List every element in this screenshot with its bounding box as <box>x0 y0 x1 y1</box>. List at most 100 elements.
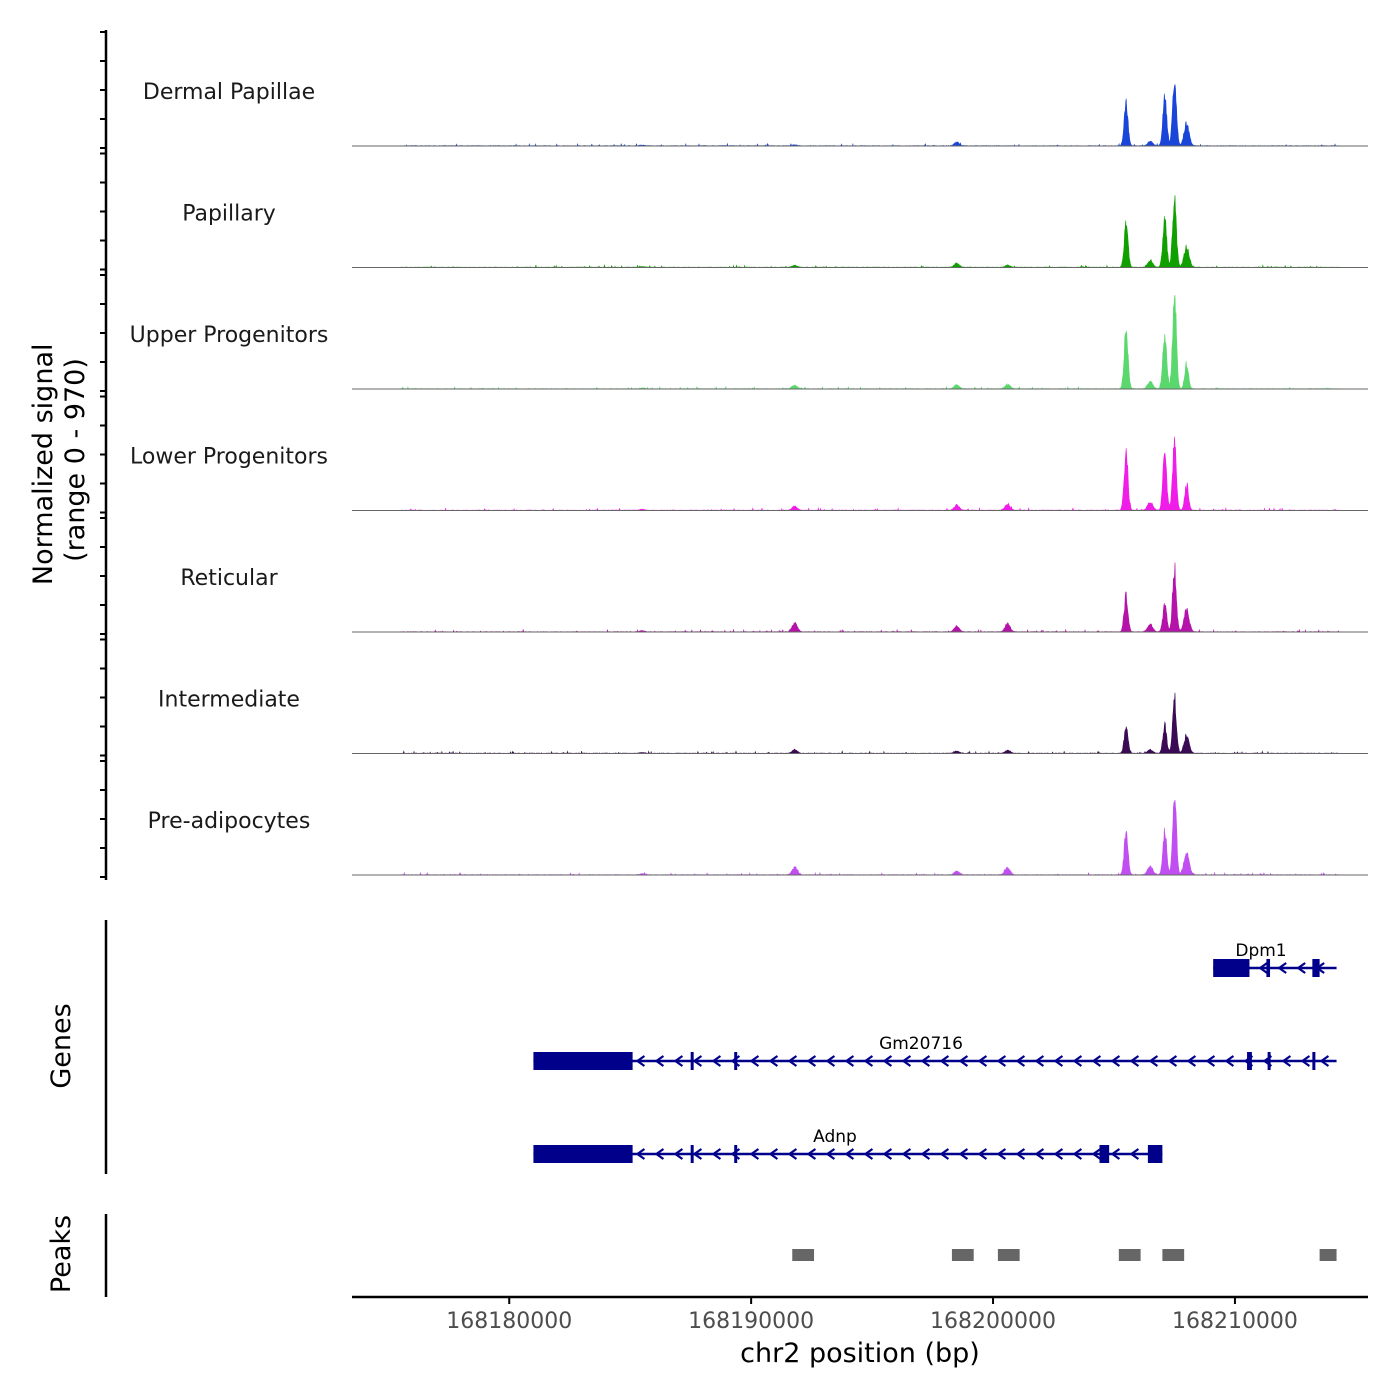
track-dermal-papillae: Dermal Papillae <box>100 31 1368 149</box>
y-axis-title-line1: Normalized signal <box>28 344 59 586</box>
strand-arrow <box>1072 1055 1083 1067</box>
strand-arrow <box>901 1148 912 1160</box>
strand-arrow <box>1015 1055 1026 1067</box>
track-lower-progenitors: Lower Progenitors <box>100 395 1368 514</box>
peak-region <box>1162 1249 1185 1261</box>
strand-arrow <box>1258 962 1268 974</box>
strand-arrow <box>863 1055 874 1067</box>
strand-arrow <box>825 1055 836 1067</box>
strand-arrow <box>787 1055 798 1067</box>
strand-arrow <box>1015 1148 1026 1160</box>
exon-block <box>690 1145 694 1163</box>
strand-arrow <box>1300 1055 1311 1067</box>
gene-adnp: Adnp <box>533 1127 1163 1163</box>
genes-panel: Dpm1 Gm20716 Adnp <box>104 920 1337 1174</box>
gene-gm20716: Gm20716 <box>533 1034 1337 1070</box>
y-axis-title: Normalized signal (range 0 - 970) <box>28 335 91 585</box>
strand-arrow <box>749 1055 760 1067</box>
exon-block <box>690 1052 694 1070</box>
strand-arrow <box>1129 1148 1140 1160</box>
strand-arrow <box>882 1148 893 1160</box>
peak-region <box>792 1249 815 1261</box>
signal-area <box>400 295 1340 390</box>
strand-arrow <box>1205 1055 1216 1067</box>
strand-arrow <box>863 1148 874 1160</box>
x-tick-label: 168210000 <box>1172 1309 1298 1334</box>
y-axis-title-line2: (range 0 - 970) <box>60 358 91 562</box>
strand-arrow <box>1091 1148 1102 1160</box>
gene-label: Gm20716 <box>879 1034 963 1054</box>
strand-arrow <box>977 1148 988 1160</box>
strand-arrow <box>692 1148 703 1160</box>
strand-arrow <box>939 1148 950 1160</box>
strand-arrow <box>996 1055 1007 1067</box>
track-papillary: Papillary <box>100 152 1368 271</box>
exon-block <box>1213 959 1250 977</box>
exon-block <box>1312 1052 1316 1070</box>
strand-arrow <box>654 1148 665 1160</box>
exon-block <box>734 1052 738 1070</box>
x-tick-label: 168200000 <box>930 1309 1056 1334</box>
strand-arrow <box>711 1055 722 1067</box>
track-label: Intermediate <box>158 688 300 713</box>
signal-area <box>399 84 1340 147</box>
exon-block <box>1099 1145 1110 1163</box>
signal-area <box>400 195 1340 269</box>
peak-region <box>997 1249 1020 1261</box>
strand-arrow <box>768 1055 779 1067</box>
strand-arrow <box>920 1055 931 1067</box>
gene-label: Adnp <box>813 1127 857 1147</box>
signal-area <box>399 436 1340 512</box>
coverage-tracks: Dermal Papillae Papillary Upper Progenitor… <box>100 30 1368 880</box>
strand-arrow <box>939 1055 950 1067</box>
exon-block <box>533 1052 633 1070</box>
strand-arrow <box>654 1055 665 1067</box>
strand-arrow <box>1034 1055 1045 1067</box>
x-axis: 168180000 168190000 168200000 168210000 <box>352 1295 1368 1334</box>
genes-panel-title: Genes <box>46 1003 77 1088</box>
strand-arrow <box>1053 1055 1064 1067</box>
x-tick-label: 168190000 <box>688 1309 814 1334</box>
strand-arrow <box>1091 1055 1102 1067</box>
peak-region <box>1319 1249 1337 1261</box>
strand-arrow <box>749 1148 760 1160</box>
track-pre-adipocytes: Pre-adipocytes <box>100 760 1368 878</box>
strand-arrow <box>1072 1148 1083 1160</box>
exon-block <box>1147 1145 1163 1163</box>
strand-arrow <box>635 1055 646 1067</box>
peak-region <box>951 1249 974 1261</box>
strand-arrow <box>673 1055 684 1067</box>
strand-arrow <box>673 1148 684 1160</box>
strand-arrow <box>1319 1055 1330 1067</box>
peaks-panel <box>104 1214 1337 1297</box>
exon-block <box>1267 1052 1271 1070</box>
signal-area <box>400 799 1340 876</box>
x-axis-title: chr2 position (bp) <box>740 1338 980 1369</box>
strand-arrow <box>806 1055 817 1067</box>
signal-area <box>400 692 1340 755</box>
track-label: Lower Progenitors <box>130 445 328 470</box>
strand-arrow <box>958 1148 969 1160</box>
strand-arrow <box>1034 1148 1045 1160</box>
strand-arrow <box>825 1148 836 1160</box>
strand-arrow <box>1129 1055 1140 1067</box>
strand-arrow <box>920 1148 931 1160</box>
track-label: Reticular <box>180 566 278 591</box>
exon-block <box>1247 1052 1252 1070</box>
strand-arrow <box>1148 1055 1159 1067</box>
gene-dpm1: Dpm1 <box>1213 941 1337 977</box>
strand-arrow <box>806 1148 817 1160</box>
track-label: Dermal Papillae <box>143 80 315 105</box>
strand-arrow <box>692 1055 703 1067</box>
strand-arrow <box>958 1055 969 1067</box>
track-reticular: Reticular <box>100 517 1368 635</box>
strand-arrow <box>711 1148 722 1160</box>
strand-arrow <box>977 1055 988 1067</box>
peaks-panel-title: Peaks <box>46 1215 77 1293</box>
strand-arrow <box>996 1148 1007 1160</box>
track-label: Upper Progenitors <box>130 323 329 348</box>
strand-arrow <box>1167 1055 1178 1067</box>
strand-arrow <box>1277 962 1287 974</box>
strand-arrow <box>1110 1055 1121 1067</box>
